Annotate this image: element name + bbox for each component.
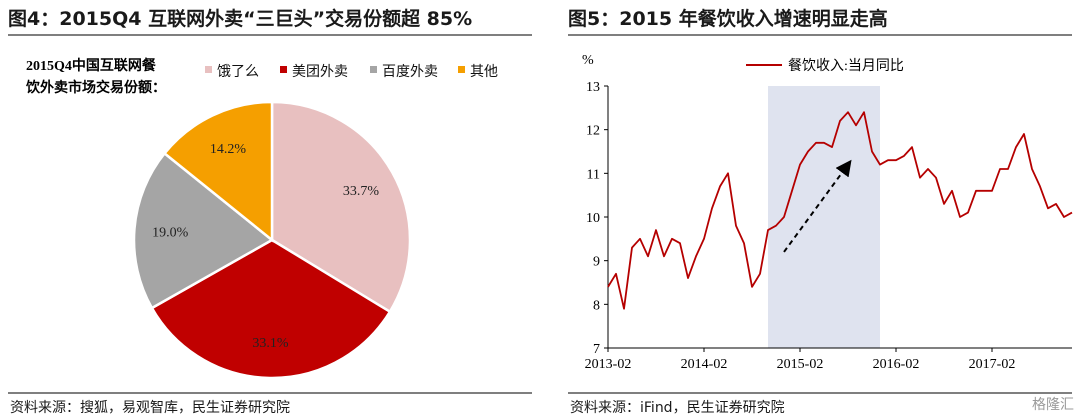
y-tick-label: 10 bbox=[586, 211, 600, 226]
y-tick-label: 11 bbox=[587, 167, 600, 182]
left-figure-panel: 图4：2015Q4 互联网外卖“三巨头”交易份额超 85% 2015Q4中国互联… bbox=[8, 8, 532, 416]
pie-slices bbox=[132, 100, 412, 380]
pie-slice-4 bbox=[162, 100, 274, 243]
legend-series-label: 餐饮收入:当月同比 bbox=[788, 58, 904, 74]
pie-labels: 33.7% 33.1% 19.0% 14.2% bbox=[152, 142, 379, 351]
left-figure-title: 图4：2015Q4 互联网外卖“三巨头”交易份额超 85% bbox=[8, 8, 473, 30]
pie-data-label-3: 19.0% bbox=[152, 226, 189, 241]
legend-label-3: 百度外卖 bbox=[382, 64, 438, 80]
x-tick-label: 2013-02 bbox=[585, 357, 632, 372]
x-tick-label: 2016-02 bbox=[873, 357, 920, 372]
trend-arrow bbox=[783, 159, 852, 253]
pie-title-line-1: 2015Q4中国互联网餐 bbox=[26, 57, 157, 74]
pie-data-label-2: 33.1% bbox=[252, 336, 289, 351]
y-tick-label: 8 bbox=[593, 298, 600, 313]
line-legend: 餐饮收入:当月同比 bbox=[746, 58, 904, 74]
legend-swatch-3 bbox=[370, 66, 377, 73]
pie-title-line-2: 饮外卖市场交易份额： bbox=[25, 79, 166, 96]
right-source-note: 资料来源：iFind，民生证券研究院 bbox=[570, 400, 785, 416]
pie-slice-1 bbox=[270, 100, 412, 314]
y-unit-label: % bbox=[582, 53, 594, 68]
x-tick-label: 2017-02 bbox=[969, 357, 1016, 372]
left-source-note: 资料来源：搜狐，易观智库，民生证券研究院 bbox=[10, 400, 290, 416]
legend-swatch-2 bbox=[280, 66, 287, 73]
legend-swatch-1 bbox=[205, 66, 212, 73]
pie-data-label-4: 14.2% bbox=[210, 142, 247, 157]
x-tick-label: 2014-02 bbox=[681, 357, 728, 372]
right-figure-panel: 图5：2015 年餐饮收入增速明显走高 % 7 8 9 10 11 12 13 2013-02… bbox=[560, 0, 1080, 420]
highlight-band bbox=[768, 86, 880, 348]
highlight-rect bbox=[768, 86, 880, 348]
pie-legend: 饿了么 美团外卖 百度外卖 其他 bbox=[205, 64, 498, 80]
pie-slice-3 bbox=[132, 151, 275, 310]
left-bottom-rule bbox=[8, 392, 532, 394]
pie-data-label-1: 33.7% bbox=[343, 184, 380, 199]
trend-arrow-annotation bbox=[783, 159, 852, 253]
legend-label-1: 饿了么 bbox=[217, 64, 259, 80]
pie-chart: 2015Q4中国互联网餐 饮外卖市场交易份额： 饿了么 美团外卖 百度外卖 其他 33… bbox=[25, 57, 498, 380]
legend-swatch-4 bbox=[458, 66, 465, 73]
line-axes: 7 8 9 10 11 12 13 2013-02 2014-02 2015-02 2016-02 2… bbox=[585, 80, 1072, 372]
y-tick-label: 12 bbox=[586, 124, 600, 139]
right-figure-title: 图5：2015 年餐饮收入增速明显走高 bbox=[568, 8, 888, 30]
watermark-logo: 格隆汇 bbox=[1032, 397, 1074, 413]
line-chart: % 7 8 9 10 11 12 13 2013-02 2014-02 2015-02 2016-0… bbox=[582, 53, 1073, 372]
line-series bbox=[607, 111, 1073, 310]
y-tick-label: 13 bbox=[586, 80, 600, 95]
x-tick-label: 2015-02 bbox=[777, 357, 824, 372]
legend-label-2: 美团外卖 bbox=[292, 64, 348, 80]
series-line-1 bbox=[607, 111, 1073, 310]
left-title-rule bbox=[8, 34, 532, 36]
right-title-rule bbox=[568, 34, 1072, 36]
y-tick-label: 7 bbox=[593, 342, 600, 357]
legend-label-4: 其他 bbox=[470, 64, 498, 80]
y-tick-label: 9 bbox=[593, 255, 600, 270]
right-bottom-rule bbox=[568, 392, 1072, 394]
